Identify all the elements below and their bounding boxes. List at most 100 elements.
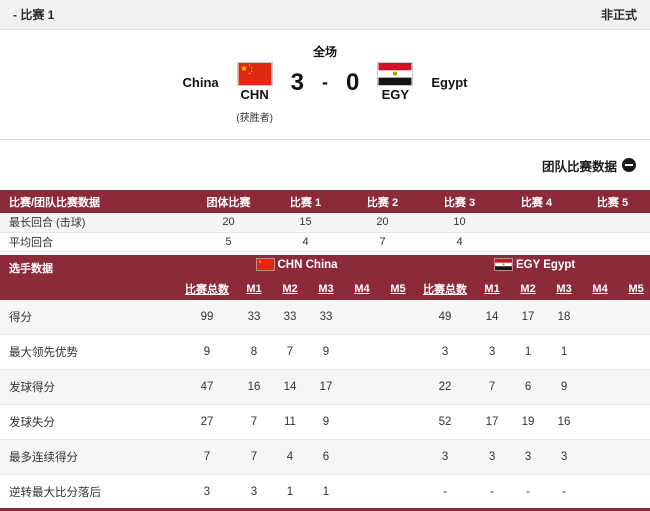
team-stats-toggle[interactable]: 团队比赛数据 — [542, 156, 636, 175]
home-team-code: CHN — [240, 87, 269, 102]
stat-value: 3 — [524, 451, 532, 463]
match-column-link[interactable]: M1 — [484, 282, 500, 295]
match-column-link[interactable]: M2 — [282, 282, 298, 295]
column-header: 团体比赛 — [190, 190, 267, 213]
stat-value: 9 — [560, 381, 568, 393]
stat-value: 33 — [247, 310, 261, 323]
stat-value — [582, 475, 618, 510]
stat-value: 16 — [557, 416, 571, 428]
stat-value — [618, 300, 650, 335]
stat-label: 得分 — [9, 311, 32, 324]
stat-value — [618, 370, 650, 405]
score-separator: - — [322, 72, 328, 92]
match-column-link[interactable]: M4 — [354, 282, 370, 295]
stat-value — [618, 335, 650, 370]
egypt-flag-icon — [377, 62, 414, 86]
away-team-flag-stack: EGY — [373, 62, 417, 102]
match-column-link[interactable]: M4 — [592, 282, 608, 295]
away-team-code: EGY — [381, 87, 410, 102]
column-header-m4-chn: M4 — [344, 277, 380, 300]
stat-value: 1 — [560, 346, 568, 358]
table-row: 最长回合 (击球) 20 15 20 10 — [0, 213, 650, 232]
stat-value: 3 — [488, 451, 496, 463]
stat-label: 最多连续得分 — [9, 452, 78, 464]
stat-value — [344, 370, 380, 405]
column-header: 比赛 3 — [421, 190, 498, 213]
stat-value — [380, 370, 416, 405]
stat-value: 8 — [250, 346, 258, 358]
column-header: 比赛 2 — [344, 190, 421, 213]
stat-value — [582, 335, 618, 370]
total-column-link[interactable]: 比赛总数 — [185, 283, 229, 296]
stat-value: 7 — [488, 381, 496, 393]
match-column-link[interactable]: M2 — [520, 282, 536, 295]
stat-value: 1 — [286, 485, 294, 498]
stat-value: 1 — [524, 346, 532, 358]
column-header-m4-egy: M4 — [582, 277, 619, 300]
stat-value: 7 — [203, 451, 211, 463]
stat-value: 20 — [376, 216, 389, 229]
stat-value — [380, 475, 416, 510]
stat-label: 逆转最大比分落后 — [9, 486, 101, 499]
score-row: China CHN (获胜者) 3 - 0 — [0, 62, 650, 124]
stat-value — [575, 213, 650, 232]
away-team-name: Egypt — [431, 75, 468, 90]
player-stats-corner-label: 选手数据 — [0, 254, 178, 300]
table-row: 发球得分 47 16 14 17 22 7 6 9 — [0, 369, 650, 405]
china-flag-icon — [255, 258, 275, 272]
column-header: 比赛 5 — [575, 190, 650, 213]
stat-value — [344, 335, 380, 370]
stat-value: 4 — [302, 235, 309, 248]
stat-value: 3 — [250, 485, 258, 498]
match-column-link[interactable]: M1 — [246, 282, 262, 295]
stat-value: 27 — [200, 416, 214, 428]
stat-value: 19 — [521, 416, 535, 428]
team-group-label: EGY Egypt — [515, 258, 576, 271]
table-row: 平均回合 5 4 7 4 — [0, 232, 650, 251]
match-column-link[interactable]: M3 — [318, 282, 334, 295]
stat-value: 17 — [319, 381, 333, 393]
team-stats-table: 比赛/团队比赛数据 团体比赛 比赛 1 比赛 2 比赛 3 比赛 4 比赛 5 … — [0, 190, 650, 252]
egypt-flag-icon — [493, 258, 513, 272]
stat-value: 7 — [250, 416, 258, 428]
stat-value — [380, 440, 416, 475]
stat-value: 20 — [222, 216, 235, 229]
stat-value: 3 — [203, 485, 211, 498]
stat-value: 47 — [200, 381, 214, 393]
match-column-link[interactable]: M3 — [556, 282, 572, 295]
stat-value — [498, 213, 575, 232]
match-section-title[interactable]: - 比赛 1 — [13, 8, 55, 22]
stat-value: 6 — [524, 381, 532, 393]
stat-value: 18 — [557, 310, 571, 323]
stat-value — [582, 405, 618, 440]
stat-value — [344, 405, 380, 440]
column-header-m5-egy: M5 — [618, 277, 650, 300]
stat-value: 9 — [203, 346, 211, 358]
column-header-m2-chn: M2 — [272, 277, 308, 300]
stat-value: 5 — [225, 235, 232, 248]
stat-value: 3 — [560, 451, 568, 463]
stat-value: 1 — [322, 485, 330, 498]
team-stats-toggle-row: 团队比赛数据 — [0, 140, 650, 190]
china-flag-icon — [236, 62, 273, 86]
team-group-header-chn: CHN China — [178, 254, 417, 278]
total-column-link[interactable]: 比赛总数 — [423, 283, 468, 296]
stat-value — [582, 370, 618, 405]
player-stats-team-row: 选手数据 CHN China — [0, 254, 650, 300]
match-column-link[interactable]: M5 — [390, 282, 406, 295]
stat-value: 7 — [379, 235, 386, 248]
player-stats-table: 选手数据 CHN China — [0, 254, 650, 511]
stat-value — [380, 300, 416, 335]
stat-value: 3 — [488, 346, 496, 358]
column-header-total-egy: 比赛总数 — [416, 277, 475, 300]
winner-note: (获胜者) — [236, 113, 273, 124]
stat-value — [380, 405, 416, 440]
stat-value: - — [526, 485, 530, 498]
stat-value — [380, 335, 416, 370]
stat-value: 99 — [200, 310, 214, 323]
table-row: 逆转最大比分落后 3 3 1 1 - - - - — [0, 474, 650, 510]
stat-value — [344, 300, 380, 335]
stat-value — [618, 440, 650, 475]
match-column-link[interactable]: M5 — [628, 282, 644, 295]
column-header-m3-egy: M3 — [546, 277, 583, 300]
